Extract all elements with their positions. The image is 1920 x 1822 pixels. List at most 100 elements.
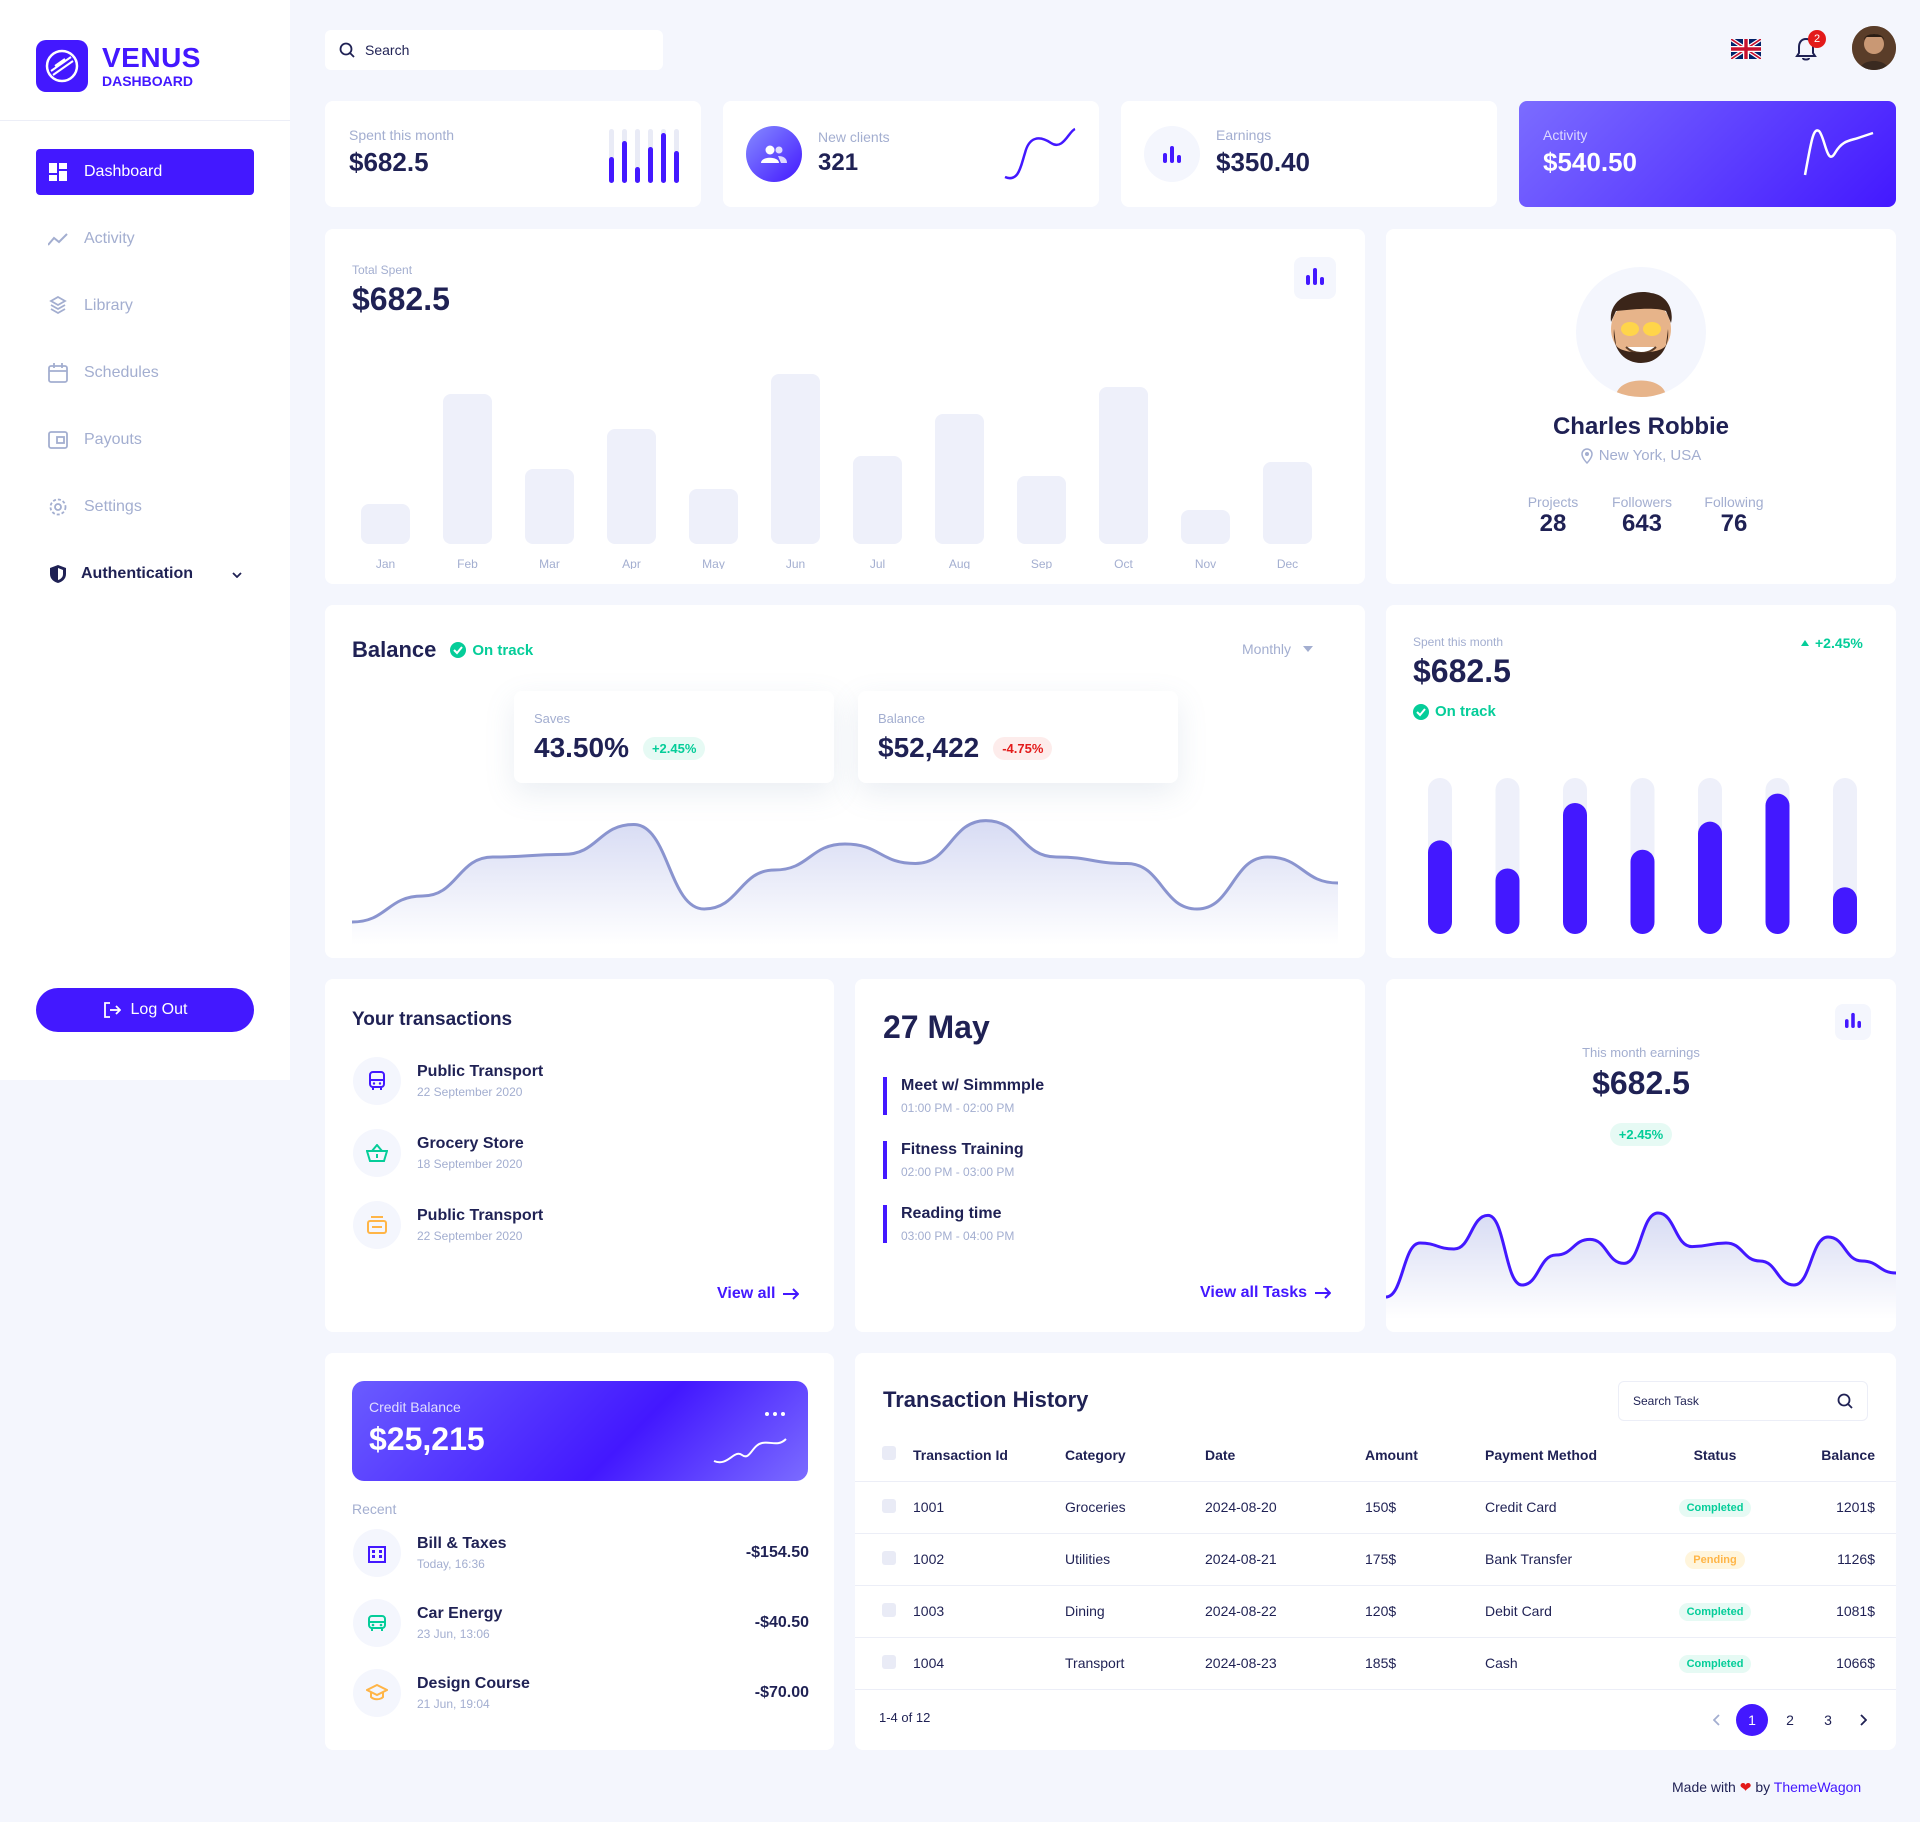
column-header[interactable]: Balance — [1821, 1446, 1875, 1463]
search-bar[interactable]: Search — [325, 30, 663, 70]
cell-id: 1001 — [913, 1480, 1065, 1533]
table-row[interactable]: 1004 Transport 2024-08-23 185$ Cash Comp… — [855, 1636, 1896, 1690]
list-item[interactable]: Grocery Store 18 September 2020 — [353, 1129, 524, 1177]
bar-chart-icon — [1844, 1012, 1862, 1033]
brand-logo[interactable]: VENUS DASHBOARD — [36, 40, 201, 92]
spent-month-change: +2.45% — [1815, 635, 1863, 651]
chevron-down-icon[interactable] — [232, 565, 242, 583]
view-all-transactions-link[interactable]: View all — [717, 1285, 800, 1303]
task-time: 02:00 PM - 03:00 PM — [901, 1165, 1015, 1179]
row-checkbox[interactable] — [882, 1498, 896, 1513]
avatar[interactable] — [1852, 26, 1896, 70]
task-time: 03:00 PM - 04:00 PM — [901, 1229, 1015, 1243]
status-badge: Completed — [1678, 1498, 1752, 1517]
sidebar-item-activity[interactable]: Activity — [36, 216, 254, 262]
select-all-checkbox[interactable] — [882, 1446, 896, 1461]
stat-label: Earnings — [1216, 127, 1272, 143]
tx-date: 22 September 2020 — [417, 1085, 523, 1099]
table-row[interactable]: 1002 Utilities 2024-08-21 175$ Bank Tran… — [855, 1532, 1896, 1585]
total-spent-label: Total Spent — [352, 263, 413, 277]
calendar-icon — [48, 363, 68, 383]
users-icon — [746, 126, 802, 182]
logout-button[interactable]: Log Out — [36, 988, 254, 1032]
tx-title: Car Energy — [417, 1605, 503, 1622]
x-tick-label: Jul — [870, 557, 885, 569]
cell-id: 1003 — [913, 1584, 1065, 1637]
page-button-3[interactable]: 3 — [1824, 1712, 1832, 1728]
stat-value: $540.50 — [1543, 147, 1637, 177]
credit-balance-card[interactable]: Credit Balance $25,215 — [352, 1381, 808, 1481]
page-button-2[interactable]: 2 — [1786, 1712, 1794, 1728]
uk-flag-icon[interactable] — [1729, 37, 1763, 61]
table-row[interactable]: 1003 Dining 2024-08-22 120$ Debit Card C… — [855, 1584, 1896, 1637]
sidebar-item-label: Dashboard — [84, 163, 163, 180]
spent-month-status: On track — [1435, 703, 1496, 720]
profile-stat-label: Projects — [1527, 494, 1579, 510]
view-all-tasks-link[interactable]: View all Tasks — [1200, 1284, 1332, 1302]
total-spent-card: Total Spent $682.5 Jan Feb Mar Apr May Jun Jul… — [325, 229, 1365, 584]
column-header[interactable]: Date — [1205, 1446, 1236, 1463]
task-item[interactable]: Fitness Training 02:00 PM - 03:00 PM — [883, 1141, 1024, 1179]
stat-card-spent: Spent this month $682.5 — [325, 101, 701, 207]
task-item[interactable]: Reading time 03:00 PM - 04:00 PM — [883, 1205, 1014, 1243]
x-tick-label: Apr — [622, 557, 641, 569]
chevron-left-icon[interactable] — [1701, 1714, 1733, 1726]
sidebar-item-schedules[interactable]: Schedules — [36, 350, 254, 396]
history-search-input[interactable]: Search Task — [1633, 1394, 1699, 1408]
cell-amount: 150$ — [1365, 1480, 1485, 1533]
list-item[interactable]: Car Energy 23 Jun, 13:06 -$40.50 — [353, 1599, 809, 1647]
recent-label: Recent — [352, 1501, 397, 1517]
task-item[interactable]: Meet w/ Simmmple 01:00 PM - 02:00 PM — [883, 1077, 1044, 1115]
stat-label: New clients — [818, 129, 890, 145]
earnings-label: This month earnings — [1582, 1045, 1700, 1060]
chevron-right-icon[interactable] — [1847, 1714, 1879, 1726]
total-spent-value: $682.5 — [352, 281, 450, 317]
profile-stat-value: 76 — [1720, 510, 1748, 537]
credit-value: $25,215 — [369, 1421, 485, 1457]
tx-amount: -$40.50 — [754, 1614, 809, 1631]
status-badge: Completed — [1678, 1602, 1752, 1621]
task-title: Reading time — [901, 1205, 1002, 1222]
tx-date: 22 September 2020 — [417, 1229, 523, 1243]
footer-brand-link[interactable]: ThemeWagon — [1773, 1779, 1862, 1795]
sidebar-item-payouts[interactable]: Payouts — [36, 417, 254, 463]
list-item[interactable]: Bill & Taxes Today, 16:36 -$154.50 — [353, 1529, 809, 1577]
bar-5 — [1698, 821, 1722, 934]
sidebar-item-dashboard[interactable]: Dashboard — [36, 149, 254, 195]
sidebar-item-settings[interactable]: Settings — [36, 484, 254, 530]
tx-title: Bill & Taxes — [417, 1535, 507, 1552]
row-checkbox[interactable] — [882, 1654, 896, 1669]
search-icon — [1837, 1393, 1853, 1409]
sidebar-nav: Dashboard Activity Library Schedules Pay… — [36, 149, 254, 618]
sidebar-item-library[interactable]: Library — [36, 283, 254, 329]
period-select[interactable]: Monthly — [1242, 641, 1314, 657]
column-header[interactable]: Payment Method — [1485, 1446, 1598, 1463]
profile-stat-value: 28 — [1539, 510, 1567, 537]
profile-stat-projects: Projects 28 — [1518, 494, 1588, 538]
history-search-bar[interactable]: Search Task — [1618, 1381, 1868, 1421]
more-dots-icon[interactable] — [765, 1403, 785, 1421]
page-button-1[interactable]: 1 — [1736, 1704, 1768, 1736]
chart-toggle-button[interactable] — [1294, 257, 1336, 299]
table-row[interactable]: 1001 Groceries 2024-08-20 150$ Credit Ca… — [855, 1480, 1896, 1533]
sidebar-item-authentication[interactable]: Authentication — [36, 551, 254, 597]
logout-label: Log Out — [130, 1001, 188, 1018]
shield-icon — [48, 564, 68, 584]
row-checkbox[interactable] — [882, 1550, 896, 1565]
column-header[interactable]: Transaction Id — [913, 1446, 1008, 1463]
list-item[interactable]: Design Course 21 Jun, 19:04 -$70.00 — [353, 1669, 809, 1717]
column-header[interactable]: Category — [1065, 1446, 1126, 1463]
row-checkbox[interactable] — [882, 1602, 896, 1617]
saves-change-badge: +2.45% — [642, 736, 706, 760]
cell-balance: 1126$ — [1775, 1532, 1896, 1585]
list-item[interactable]: Public Transport 22 September 2020 — [353, 1057, 543, 1105]
balance-change-badge: -4.75% — [993, 736, 1053, 760]
footer-prefix: Made with — [1672, 1779, 1736, 1795]
column-header[interactable]: Status — [1693, 1446, 1737, 1463]
tx-amount: -$70.00 — [754, 1684, 809, 1701]
earnings-chart-button[interactable] — [1835, 1004, 1871, 1040]
search-input[interactable]: Search — [365, 42, 410, 58]
tasks-date: 27 May — [883, 1009, 990, 1045]
list-item[interactable]: Public Transport 22 September 2020 — [353, 1201, 543, 1249]
column-header[interactable]: Amount — [1365, 1446, 1418, 1463]
